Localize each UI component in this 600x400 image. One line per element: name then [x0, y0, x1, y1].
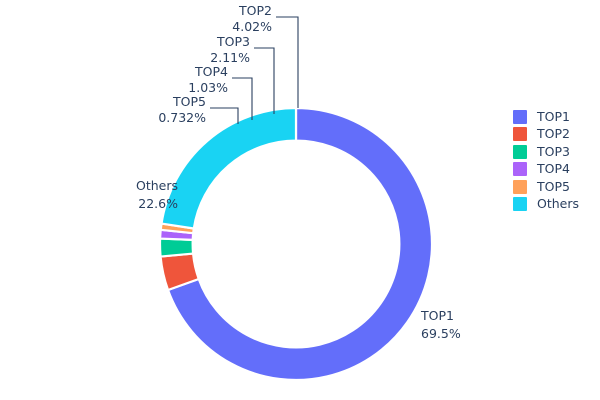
donut-slice-top1[interactable] [166, 106, 434, 382]
leader-line-top5 [210, 107, 239, 124]
label-top1: TOP1 69.5% [420, 308, 461, 341]
legend-item-top1[interactable]: TOP1 [513, 108, 597, 126]
leader-line-top2 [276, 16, 299, 108]
leader-line-top3 [254, 47, 275, 114]
donut-slice-others[interactable] [160, 106, 298, 230]
legend-label-top4: TOP4 [537, 161, 570, 177]
label-others: Others 22.6% [136, 178, 178, 211]
legend-label-top3: TOP3 [537, 143, 570, 159]
label-top4-percent: 1.03% [188, 80, 228, 95]
label-top3-percent: 2.11% [210, 50, 250, 65]
legend-swatch-top1 [513, 109, 527, 124]
legend-swatch-top5 [513, 179, 527, 194]
legend-swatch-top3 [513, 144, 527, 159]
legend-item-top2[interactable]: TOP2 [513, 126, 597, 144]
donut-slices-group [158, 106, 434, 382]
label-top2-percent: 4.02% [232, 19, 272, 34]
label-top1-name: TOP1 [420, 308, 454, 323]
label-top4-name: TOP4 [194, 64, 228, 79]
leader-lines-group [210, 16, 299, 124]
legend-item-top5[interactable]: TOP5 [513, 178, 597, 196]
legend-item-top4[interactable]: TOP4 [513, 161, 597, 179]
donut-slice-top3[interactable] [158, 237, 195, 258]
label-top2-name: TOP2 [238, 3, 272, 18]
label-top2: TOP2 4.02% [232, 3, 272, 34]
label-others-name: Others [136, 178, 178, 193]
label-top5: TOP5 0.732% [158, 94, 206, 125]
label-top1-percent: 69.5% [421, 326, 461, 341]
legend-item-others[interactable]: Others [513, 196, 597, 214]
label-top3: TOP3 2.11% [210, 34, 250, 65]
legend-swatch-others [513, 197, 527, 212]
label-top5-percent: 0.732% [158, 110, 206, 125]
legend-item-top3[interactable]: TOP3 [513, 143, 597, 161]
label-top3-name: TOP3 [216, 34, 250, 49]
chart-legend[interactable]: TOP1 TOP2 TOP3 TOP4 TOP5 Others [513, 108, 597, 213]
label-others-percent: 22.6% [138, 196, 178, 211]
legend-swatch-top2 [513, 127, 527, 142]
leader-line-top4 [232, 77, 253, 120]
legend-label-top2: TOP2 [537, 126, 570, 142]
legend-label-top1: TOP1 [537, 108, 570, 124]
legend-swatch-top4 [513, 162, 527, 177]
label-top4: TOP4 1.03% [188, 64, 228, 95]
label-top5-name: TOP5 [172, 94, 206, 109]
legend-label-others: Others [537, 196, 580, 212]
legend-label-top5: TOP5 [537, 178, 570, 194]
